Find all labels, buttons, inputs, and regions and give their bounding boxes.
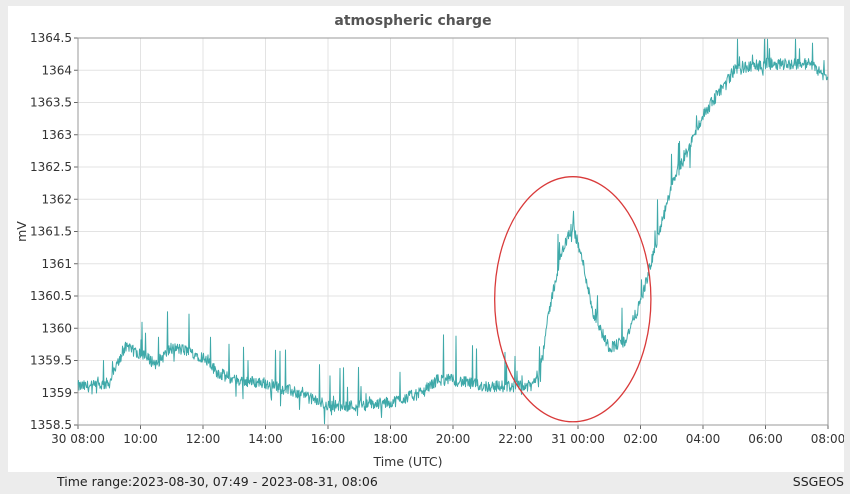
y-tick-label: 1359 [41,386,72,400]
x-tick-label: 04:00 [686,432,721,446]
y-tick-label: 1363 [41,128,72,142]
x-tick-label: 18:00 [373,432,408,446]
x-tick-label: 31 00:00 [551,432,605,446]
source-label: SSGEOS [792,474,844,489]
chart-panel: 1358.5 1359 1359.5 1360 1360.5 1361 1361.5 1362… [8,6,844,472]
y-tick-label: 1360 [41,321,72,335]
chart-title: atmospheric charge [334,13,491,29]
highlight-ellipse [494,176,652,423]
y-tick-label: 1362.5 [30,160,72,174]
x-tick-label: 02:00 [623,432,658,446]
chart: 1358.5 1359 1359.5 1360 1360.5 1361 1361.5 1362… [14,13,844,469]
x-tick-label: 22:00 [498,432,533,446]
y-axis-label: mV [14,221,29,242]
y-tick-label: 1360.5 [30,289,72,303]
series-line [77,38,829,425]
x-tick-label: 12:00 [186,432,221,446]
y-tick-label: 1358.5 [30,418,72,432]
x-tick-label: 10:00 [123,432,158,446]
y-tick-label: 1361 [41,257,72,271]
time-range: Time range:2023-08-30, 07:49 - 2023-08-3… [57,474,378,489]
x-tick-label: 14:00 [248,432,283,446]
y-tick-label: 1359.5 [30,354,72,368]
y-tick-label: 1364.5 [30,31,72,45]
x-tick-label: 30 08:00 [51,432,105,446]
x-axis-label: Time (UTC) [372,454,442,469]
x-tick-label: 08:00 [811,432,844,446]
y-tick-label: 1362 [41,192,72,206]
y-tick-label: 1361.5 [30,225,72,239]
x-tick-label: 06:00 [748,432,783,446]
time-range-label: Time range: [57,474,133,489]
y-tick-label: 1363.5 [30,96,72,110]
time-range-value: 2023-08-30, 07:49 - 2023-08-31, 08:06 [132,474,378,489]
plot-area [77,37,829,426]
y-tick-label: 1364 [41,63,72,77]
x-tick-label: 16:00 [311,432,346,446]
x-tick-label: 20:00 [436,432,471,446]
